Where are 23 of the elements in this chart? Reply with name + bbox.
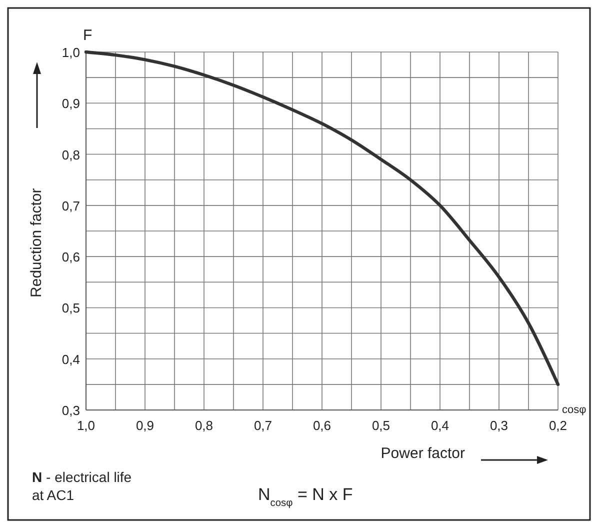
- y-tick-label: 0,5: [62, 300, 80, 316]
- text: F: [83, 27, 92, 44]
- y-tick-label: 0,3: [62, 403, 80, 418]
- x-tick-label: 0,7: [254, 418, 272, 433]
- x-axis-title: Power factor: [380, 445, 465, 462]
- y-axis-title: Reduction factor: [28, 188, 45, 298]
- x-tick-label: 0,8: [194, 418, 214, 433]
- x-tick-label: 1,0: [76, 418, 96, 433]
- y-tick-label: 0,4: [62, 352, 80, 367]
- y-tick-label: 1,0: [62, 45, 80, 60]
- y-tick-label: 0,7: [62, 198, 80, 214]
- y-tick-label: 0,8: [62, 147, 80, 162]
- text: N - electrical life at AC1: [32, 469, 132, 503]
- x-tick-label: 0,3: [490, 418, 508, 433]
- text: cosφ: [562, 404, 586, 416]
- x-tick-label: 0,6: [312, 418, 332, 433]
- y-tick-label: 0,9: [62, 96, 80, 112]
- x-tick-label: 0,4: [430, 418, 450, 433]
- x-tick-label: 0,2: [548, 418, 568, 433]
- x-tick-label: 0,9: [136, 418, 154, 433]
- text: N$_{cosφ}$ = N x F: [258, 485, 353, 508]
- x-tick-label: 0,5: [372, 418, 390, 433]
- y-tick-label: 0,6: [62, 250, 80, 265]
